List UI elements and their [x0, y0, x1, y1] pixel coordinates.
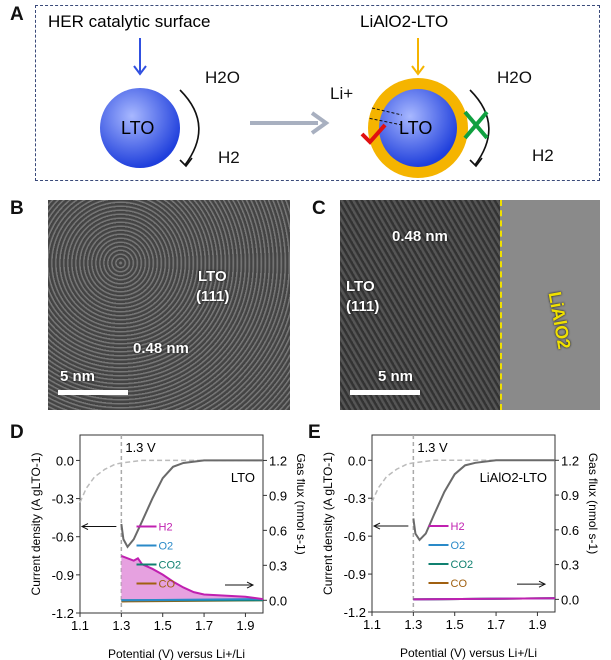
x-tick-label: 1.7	[195, 618, 213, 633]
y2-tick-label: 0.3	[561, 558, 579, 573]
plot-frame	[79, 434, 264, 614]
y-axis-label: Current density (A gLTO-1)	[321, 452, 335, 595]
chart-lialo2-lto: 1.1 1.3 1.5 1.7 1.9 0.0 -0.3 -0.6 -0.9 -1.2 1.2 0.9…	[321, 434, 600, 660]
panel-label-b: B	[10, 198, 24, 219]
her-surface-title: HER catalytic surface	[48, 12, 211, 31]
x-tick-label: 1.9	[528, 617, 546, 632]
y2-tick-label: 0.6	[561, 523, 579, 538]
plane-label: (111)	[346, 298, 380, 315]
x-tick-label: 1.1	[71, 618, 89, 633]
x-tick-label: 1.3	[112, 618, 130, 633]
current-line	[412, 459, 555, 542]
y2-tick-label: 1.2	[561, 453, 579, 468]
hydrogen-label-coated: H2	[532, 146, 554, 165]
legend-label: CO2	[159, 560, 182, 572]
vline-annotation: 1.3 V	[417, 440, 448, 455]
y-tick-label: -0.3	[344, 491, 366, 506]
series-line-h2	[121, 555, 264, 601]
panel-label-e: E	[308, 422, 321, 443]
tem-image-coated: 0.48 nm LTO (111) LiAlO2 5 nm	[340, 200, 600, 410]
panel-label-d: D	[10, 422, 24, 443]
lithium-ion-label: Li+	[330, 84, 354, 103]
scale-bar	[58, 390, 128, 395]
lto-label-coated: LTO	[399, 118, 433, 138]
sample-label: LiAlO2-LTO	[480, 470, 547, 485]
coating-layer	[500, 200, 600, 410]
y2-tick-label: 0.9	[561, 488, 579, 503]
y-tick-label: -0.3	[52, 492, 74, 507]
tem-image-lto: LTO (111) 0.48 nm 5 nm	[48, 200, 290, 410]
arrow-head	[80, 523, 89, 530]
scale-bar	[350, 390, 420, 395]
y2-tick-label: 1.2	[269, 453, 287, 468]
scale-label: 5 nm	[378, 368, 414, 385]
y-tick-label: -0.9	[344, 567, 366, 582]
y-tick-label: -0.9	[52, 568, 74, 583]
check-icon	[360, 123, 387, 145]
legend-label: CO	[159, 579, 176, 591]
y-tick-label: 0.0	[56, 453, 74, 468]
legend-label: H2	[451, 521, 465, 533]
series-line-h2	[413, 597, 556, 601]
schematic-drawing	[100, 38, 490, 178]
legend-label: CO2	[451, 559, 474, 571]
scale-label: 5 nm	[60, 368, 96, 385]
current-dashed-line	[371, 459, 555, 503]
legend-label: CO	[451, 578, 468, 590]
y2-tick-label: 0.3	[269, 558, 287, 573]
y-axis-label: Current density (A gLTO-1)	[29, 453, 43, 596]
y-tick-label: -0.6	[52, 530, 74, 545]
y-tick-label: 0.0	[348, 453, 366, 468]
x-tick-label: 1.7	[487, 617, 505, 632]
series-line-o2	[121, 598, 264, 602]
chart-lto: 1.1 1.3 1.5 1.7 1.9 0.0 -0.3 -0.6 -0.9 -1.2 1.2 0.9…	[29, 434, 305, 660]
lto-label: LTO	[198, 268, 227, 285]
current-dashed-line	[79, 459, 263, 503]
arrow-head	[538, 580, 547, 588]
y2-tick-label: 0.6	[269, 523, 287, 538]
sample-label: LTO	[231, 470, 255, 485]
x-tick-label: 1.3	[404, 617, 422, 632]
lto-particle	[100, 88, 180, 168]
x-tick-label: 1.5	[154, 618, 172, 633]
y-tick-label: -1.2	[52, 606, 74, 621]
arrow-head	[372, 522, 381, 530]
water-label-coated: H2O	[497, 68, 532, 87]
lto-label: LTO	[121, 118, 155, 138]
lto-label: LTO	[346, 278, 375, 295]
plot-frame	[371, 434, 556, 613]
h2-fill-area	[121, 555, 264, 601]
hydrogen-label: H2	[218, 148, 240, 167]
spacing-label: 0.48 nm	[392, 228, 448, 245]
cross-icon	[463, 110, 489, 140]
y-tick-label: -0.6	[344, 529, 366, 544]
panel-label-c: C	[312, 198, 326, 219]
x-tick-label: 1.5	[446, 617, 464, 632]
panel-label-a: A	[10, 4, 24, 25]
y2-axis-label: Gas flux (nmol s-1)	[294, 453, 305, 554]
y2-tick-label: 0.0	[561, 592, 579, 607]
panel-a-schematic	[35, 5, 600, 181]
coated-title: LiAlO2-LTO	[360, 12, 449, 31]
x-tick-label: 1.1	[363, 617, 381, 632]
legend-label: O2	[159, 541, 174, 553]
legend-label: O2	[451, 540, 466, 552]
legend-label: H2	[159, 522, 173, 534]
spacing-label: 0.48 nm	[133, 340, 189, 357]
water-label: H2O	[205, 68, 240, 87]
arrow-head	[246, 581, 255, 589]
y2-axis-label: Gas flux (nmol s-1)	[586, 453, 600, 554]
y-tick-label: -1.2	[344, 605, 366, 620]
vline-annotation: 1.3 V	[125, 440, 156, 455]
y2-tick-label: 0.0	[269, 593, 287, 608]
plane-label: (111)	[196, 288, 230, 305]
x-axis-label: Potential (V) versus Li+/Li	[400, 646, 537, 660]
x-axis-label: Potential (V) versus Li+/Li	[108, 647, 245, 660]
current-line	[120, 459, 263, 549]
x-tick-label: 1.9	[236, 618, 254, 633]
y2-tick-label: 0.9	[269, 488, 287, 503]
